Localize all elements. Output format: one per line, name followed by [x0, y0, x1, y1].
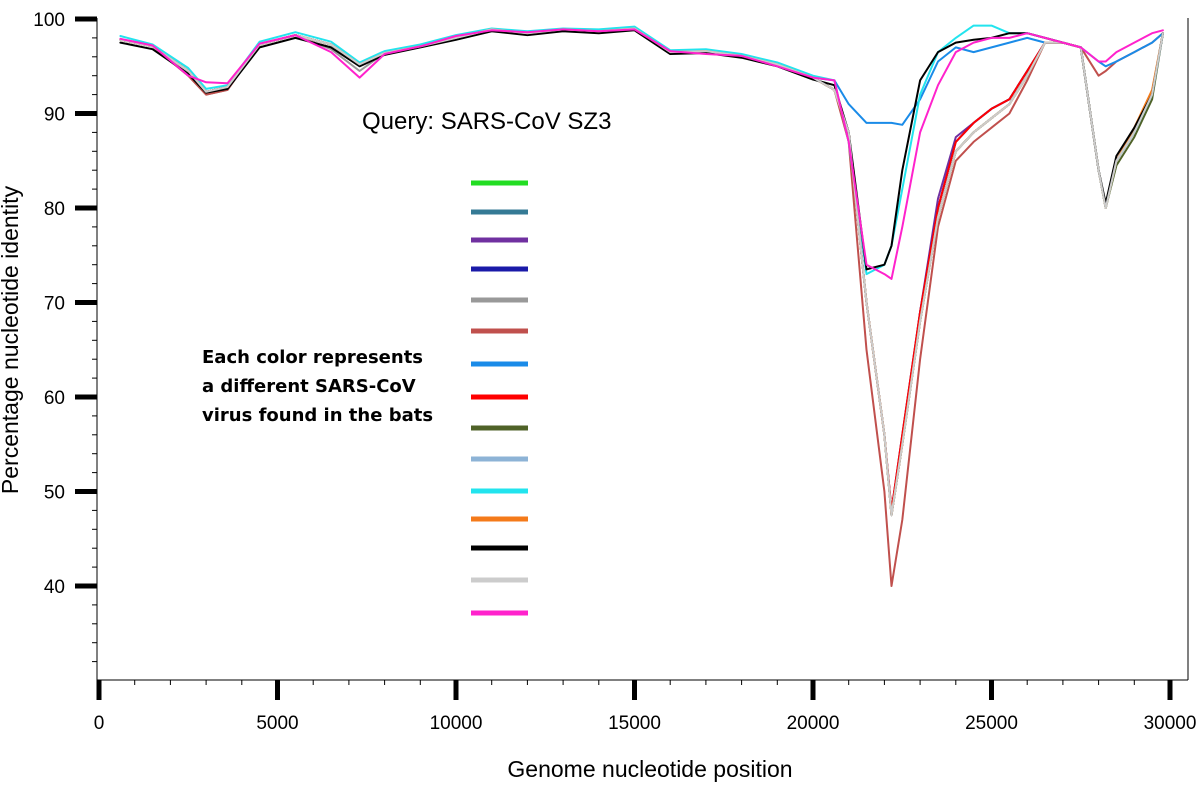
note-line-2: a different SARS-CoV	[202, 376, 416, 397]
y-tick-label-40: 40	[44, 577, 65, 598]
x-tick-label-20000: 20000	[787, 713, 840, 734]
tick-label-layer: 0 5000 10000 15000 20000 25000 30000 40 50 60 70 80…	[33, 10, 1196, 734]
y-tick-label-80: 80	[44, 199, 65, 220]
series-line-13	[119, 29, 1164, 271]
y-tick-label-50: 50	[44, 483, 65, 504]
y-tick-label-60: 60	[44, 388, 65, 409]
series-layer	[119, 24, 1164, 587]
x-axis-title: Genome nucleotide position	[507, 756, 792, 782]
series-line-6	[119, 27, 1164, 587]
x-tick-label-25000: 25000	[965, 713, 1018, 734]
x-tick-label-0: 0	[94, 713, 105, 734]
x-tick-label-5000: 5000	[256, 713, 298, 734]
axes-layer	[75, 16, 1173, 700]
legend-swatches	[471, 180, 528, 616]
y-tick-label-70: 70	[44, 294, 65, 315]
y-tick-label-100: 100	[33, 10, 65, 31]
note-line-1: Each color represents	[202, 347, 423, 368]
note-line-3: virus found in the bats	[202, 405, 433, 426]
x-tick-label-30000: 30000	[1144, 713, 1197, 734]
y-axis-title: Percentage nucleotide identity	[0, 185, 23, 494]
series-line-8	[119, 27, 1164, 512]
series-line-11	[119, 24, 1164, 276]
chart-title: Query: SARS-CoV SZ3	[362, 108, 611, 135]
y-tick-label-90: 90	[44, 105, 65, 126]
x-tick-label-10000: 10000	[430, 713, 483, 734]
series-line-15	[119, 28, 1164, 280]
x-tick-label-15000: 15000	[608, 713, 661, 734]
